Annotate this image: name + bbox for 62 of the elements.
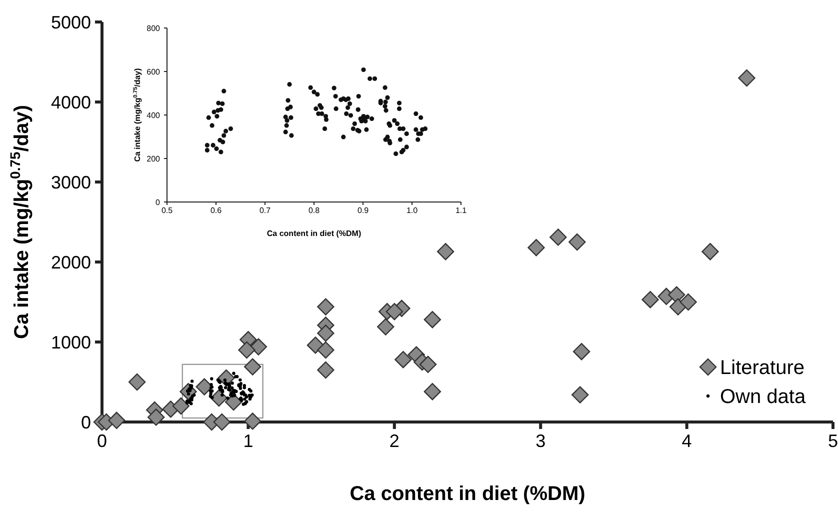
point	[238, 341, 256, 359]
point	[702, 243, 719, 260]
point	[419, 356, 437, 373]
x-tick-label: 4	[682, 431, 692, 451]
point	[128, 373, 146, 391]
y-tick-label: 0	[156, 198, 161, 207]
x-tick-label: 0.6	[210, 206, 222, 215]
point	[738, 69, 756, 87]
y-tick-label: 0	[80, 412, 91, 432]
x-tick-label: 0.9	[357, 206, 370, 215]
x-tick-label: 1.0	[406, 206, 418, 215]
point	[317, 361, 334, 379]
point	[669, 298, 687, 316]
point	[317, 341, 334, 359]
y-tick-label: 600	[146, 67, 161, 76]
y-tick-label: 400	[146, 110, 161, 120]
point	[250, 338, 268, 356]
point	[424, 311, 442, 328]
x-axis-title: Ca content in diet (%DM)	[266, 229, 362, 238]
point	[568, 233, 586, 251]
legend-label: Own data	[720, 386, 806, 408]
y-tick-label: 3000	[50, 172, 91, 192]
point	[196, 378, 213, 396]
point	[213, 413, 230, 431]
x-tick-label: 0.8	[308, 206, 320, 215]
x-tick-label: 0.5	[161, 206, 174, 215]
x-tick-label: 5	[828, 431, 838, 451]
x-tick-label: 1.1	[455, 206, 468, 215]
y-tick-label: 1000	[50, 332, 91, 352]
point	[436, 243, 454, 260]
point	[642, 291, 659, 308]
x-tick-label: 2	[389, 431, 400, 451]
point	[424, 383, 442, 400]
y-tick-label: 4000	[50, 92, 91, 112]
point	[550, 228, 567, 246]
x-tick-label: 0.7	[259, 206, 272, 215]
point	[571, 386, 589, 404]
x-axis-title: Ca content in diet (%DM)	[350, 483, 586, 505]
point	[306, 336, 324, 354]
point	[244, 358, 262, 376]
point	[108, 412, 126, 429]
point	[386, 303, 403, 320]
y-tick-label: 800	[146, 24, 161, 33]
point	[680, 293, 697, 311]
point	[317, 298, 334, 316]
point	[224, 393, 242, 411]
point	[317, 324, 334, 342]
x-tick-label: 0	[96, 431, 108, 451]
y-tick-label: 200	[146, 154, 161, 164]
point	[528, 239, 545, 256]
point	[394, 351, 412, 368]
point	[668, 286, 686, 304]
x-tick-label: 1	[243, 431, 254, 451]
point	[244, 412, 262, 430]
y-tick-label: 5000	[50, 12, 91, 32]
point	[572, 343, 590, 360]
point	[147, 408, 165, 426]
y-tick-label: 2000	[50, 252, 91, 272]
point	[172, 397, 190, 415]
point	[377, 318, 394, 336]
legend-label: Literature	[720, 357, 804, 379]
x-tick-label: 3	[536, 431, 546, 451]
